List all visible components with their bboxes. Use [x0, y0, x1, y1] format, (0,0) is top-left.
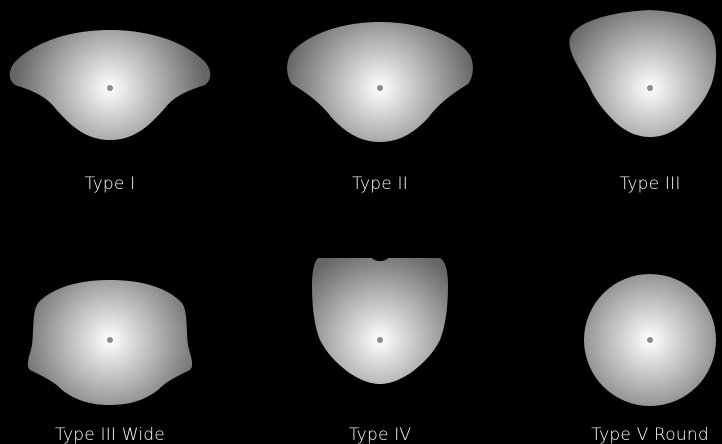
pattern-label: Type IV	[349, 425, 412, 444]
pattern-type-4: Type IV	[312, 258, 448, 444]
pattern-type-2: Type II	[287, 22, 473, 194]
distribution-shape-type-2	[287, 22, 473, 142]
pattern-label: Type III Wide	[55, 425, 165, 444]
center-dot	[377, 85, 383, 91]
pattern-label: Type II	[352, 174, 408, 194]
pattern-label: Type V Round	[591, 425, 709, 444]
center-dot	[107, 337, 113, 343]
distribution-shape-type-4	[312, 258, 448, 384]
pattern-type-1: Type I	[9, 30, 211, 194]
center-dot	[107, 85, 113, 91]
pattern-type-3: Type III	[569, 10, 717, 194]
distribution-shape-type-3	[569, 10, 717, 137]
center-dot	[377, 337, 383, 343]
center-dot	[647, 337, 653, 343]
pattern-type-5-round: Type V Round	[584, 274, 716, 444]
pattern-label: Type I	[85, 174, 136, 194]
pattern-label: Type III	[619, 174, 680, 194]
pattern-type-3-wide: Type III Wide	[27, 280, 193, 444]
center-dot	[647, 85, 653, 91]
